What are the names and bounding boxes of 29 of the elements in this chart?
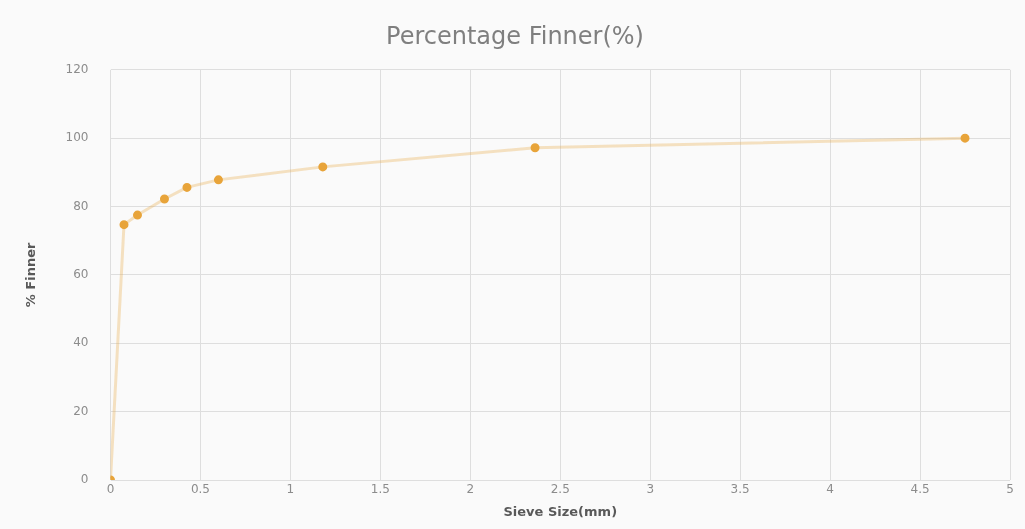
x-axis-title: Sieve Size(mm) [503,503,618,519]
y-tick-label: 120 [65,61,89,76]
x-tick-label: 0.5 [190,482,210,497]
point [213,175,223,185]
x-tick-label: 4.5 [910,482,930,497]
y-tick-label: 60 [73,267,89,282]
x-tick-label: 1 [286,482,295,497]
x-tick-label: 2 [466,482,475,497]
point [318,162,328,172]
y-tick-label: 100 [65,130,89,145]
point [159,194,169,204]
point [530,143,540,153]
y-tick-label: 80 [73,198,89,213]
chart-title: Percentage Finner(%) [386,21,644,50]
point [132,210,142,220]
point [182,182,192,192]
x-tick-label: 1.5 [370,482,390,497]
y-axis-title: % Finner [23,242,39,308]
y-tick-label: 40 [73,335,89,350]
x-tick-label: 4 [826,482,834,497]
x-tick-label: 3.5 [730,482,750,497]
x-tick-label: 0 [106,482,115,497]
point [960,133,970,143]
y-tick-label: 0 [80,472,89,487]
x-tick-label: 3 [646,482,655,497]
point [119,220,129,230]
y-tick-label: 20 [73,403,89,418]
x-tick-label: 2.5 [550,482,570,497]
x-tick-label: 5 [1006,482,1014,497]
